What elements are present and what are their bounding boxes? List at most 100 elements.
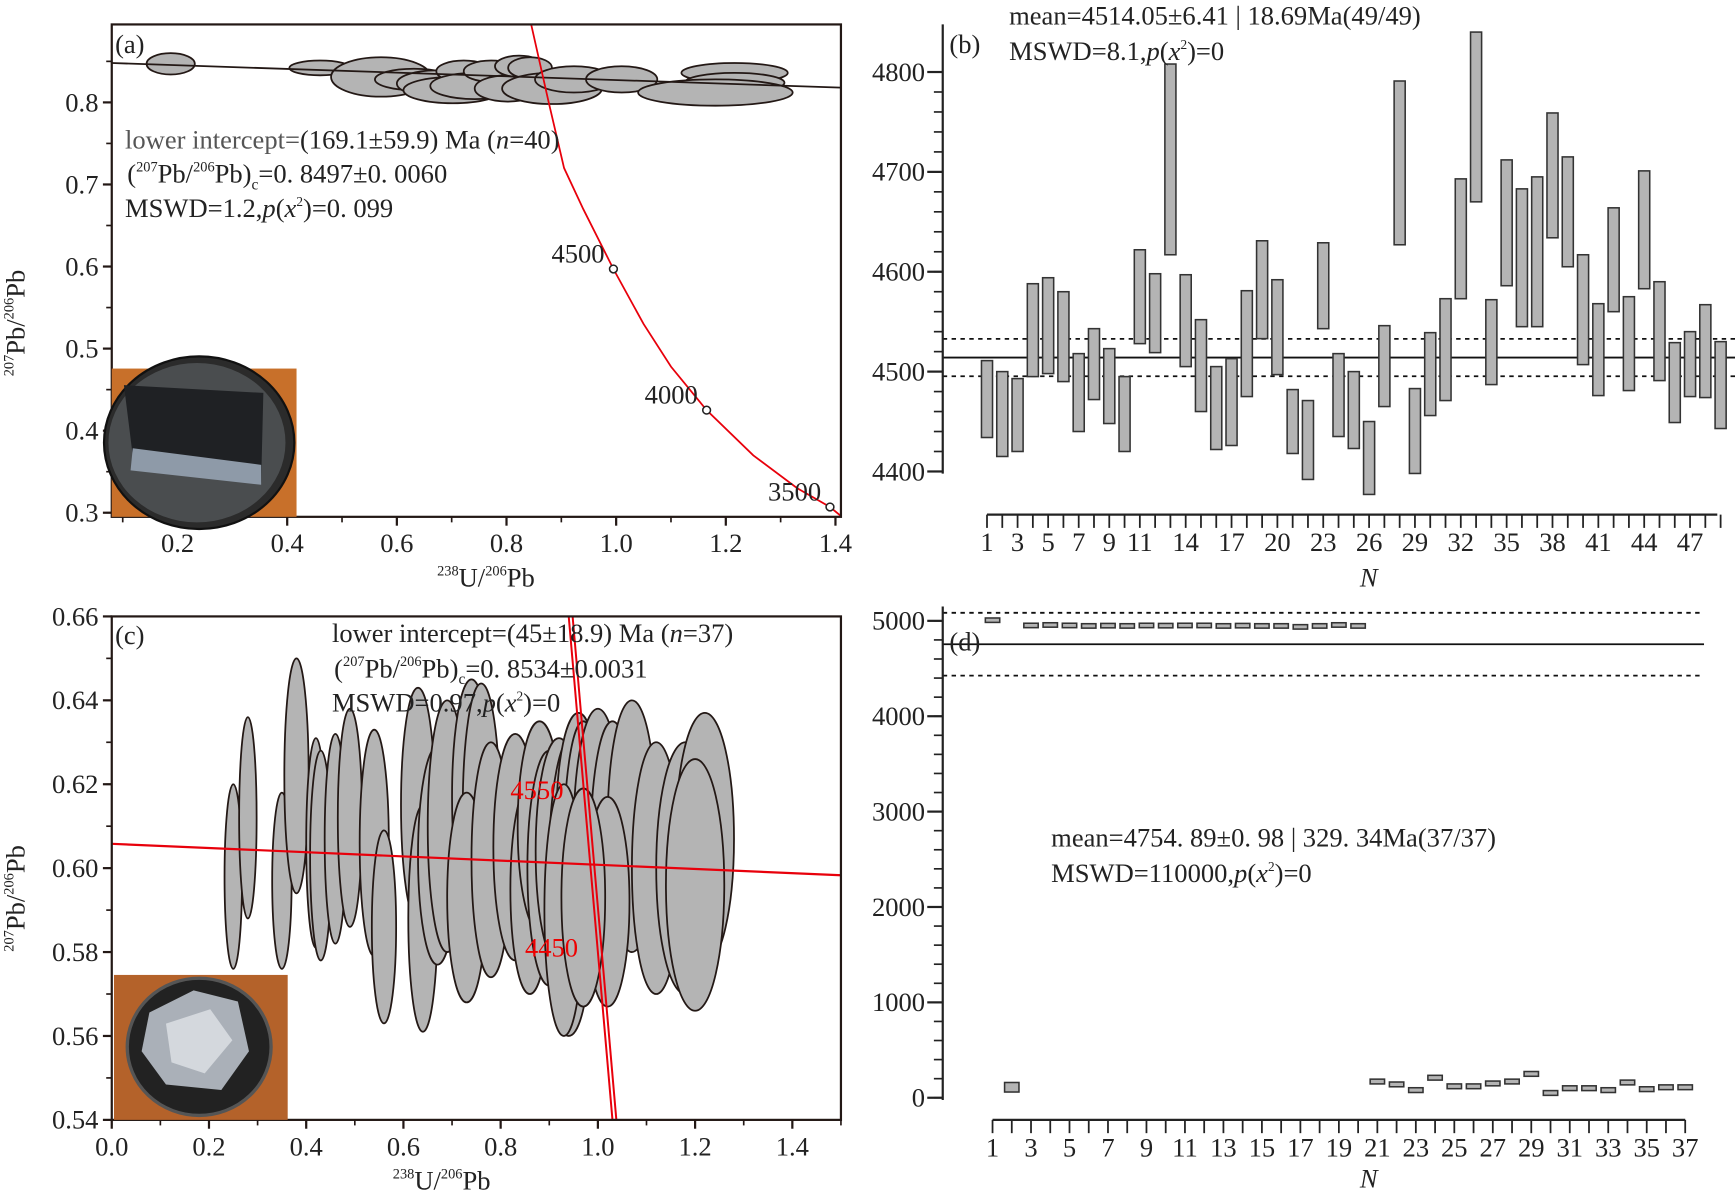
data-bar	[1714, 340, 1727, 430]
discordia-line	[111, 842, 841, 877]
concordia-curve	[567, 616, 614, 1120]
y-tick-label: 5000	[872, 606, 925, 636]
data-bar	[1273, 622, 1290, 629]
x-tick-label: 35	[1493, 527, 1520, 557]
data-bar	[1042, 621, 1059, 628]
x-tick-label: 5	[1063, 1132, 1076, 1162]
data-bar	[1292, 623, 1309, 630]
y-tick-label: 2000	[872, 892, 925, 922]
x-tick-label: 5	[1041, 527, 1054, 557]
panel-a: 4500 4000 3500 (a) 0.2 0.4 0.6 0.8 1.0 1.2 1.4 0.…	[0, 23, 852, 593]
data-bar	[1255, 240, 1269, 340]
y-tick-label: 4700	[872, 157, 925, 187]
data-bar	[1393, 80, 1406, 246]
y-tick-label: 4500	[872, 356, 925, 386]
data-bar	[1003, 1081, 1020, 1093]
data-bar	[1485, 298, 1498, 386]
data-bar	[1592, 302, 1605, 397]
y-tick-label: 4400	[872, 456, 925, 486]
x-tick-label: 23	[1403, 1132, 1430, 1162]
data-ellipse	[637, 78, 794, 107]
data-ellipse	[336, 707, 363, 928]
annotation-a-line2: (207Pb/206Pb)c=0. 8497±0. 0060	[127, 159, 447, 194]
discordia-line	[111, 62, 841, 89]
data-bar	[1378, 324, 1391, 408]
data-bar	[1523, 1070, 1540, 1078]
data-bar	[1087, 327, 1101, 401]
data-ellipse	[283, 657, 310, 895]
age-marker	[701, 405, 712, 415]
data-bar	[980, 359, 994, 439]
x-tick-label: 0.4	[271, 528, 304, 558]
data-ellipse	[238, 716, 258, 920]
panel-c-label: (c)	[115, 620, 144, 650]
x-tick-label: 0.6	[380, 528, 413, 558]
data-bar	[1546, 112, 1559, 239]
data-bar	[1622, 295, 1636, 392]
annotation-c-line3: MSWD=0.97,p(x2)=0	[332, 688, 560, 718]
data-bar	[1500, 159, 1513, 287]
x-tick-label: 17	[1218, 527, 1245, 557]
data-bar	[1638, 1086, 1655, 1093]
data-bar	[1576, 253, 1590, 366]
data-bar	[1215, 622, 1232, 629]
data-bar	[1194, 318, 1208, 413]
data-bar	[1423, 331, 1437, 417]
x-tick-label: 1	[986, 1132, 999, 1162]
data-bar	[1023, 622, 1039, 629]
data-bar	[1311, 622, 1328, 629]
x-axis-title-c: 238U/206Pb	[393, 1166, 491, 1193]
data-bar	[1316, 242, 1330, 330]
y-tick-label: 0.60	[52, 853, 98, 883]
data-bar	[1657, 1084, 1674, 1091]
data-bar	[1388, 1081, 1405, 1088]
x-axis-title-a: 238U/206Pb	[437, 563, 535, 593]
x-tick-label: 21	[1364, 1132, 1391, 1162]
data-bar	[1607, 207, 1620, 313]
data-bar	[1209, 365, 1223, 451]
data-bar	[1332, 352, 1345, 438]
sample-photo-a	[102, 355, 297, 531]
x-tick-label: 3	[1024, 1132, 1037, 1162]
data-bar	[1469, 31, 1483, 203]
data-bar	[1561, 1085, 1578, 1092]
x-tick-label: 7	[1101, 1132, 1114, 1162]
data-bar	[1362, 420, 1376, 496]
data-bar	[1668, 341, 1682, 424]
y-tick-label: 0.8	[65, 87, 98, 117]
y-tick-label: 0.62	[52, 769, 98, 799]
data-bar	[1484, 1080, 1501, 1087]
data-bar	[995, 370, 1009, 458]
x-tick-label: 0.8	[484, 1131, 517, 1161]
y-tick-label: 0.66	[52, 601, 98, 631]
annotation-c-line2: (207Pb/206Pb)c=0. 8534±0.0031	[334, 653, 647, 688]
data-bar	[1439, 297, 1452, 402]
age-marker-label: 3500	[768, 476, 821, 506]
panel-a-frame	[110, 23, 843, 518]
x-tick-label: 38	[1539, 527, 1566, 557]
x-tick-label: 1.4	[776, 1131, 809, 1161]
age-marker	[608, 264, 619, 274]
x-tick-label: 33	[1595, 1132, 1622, 1162]
y-tick-label: 0.64	[52, 685, 98, 715]
data-bar	[1427, 1074, 1444, 1081]
annotation-d-line1: mean=4754. 89±0. 98 | 329. 34Ma(37/37)	[1051, 823, 1496, 853]
data-bar	[1637, 170, 1651, 290]
x-tick-label: 0.6	[387, 1131, 420, 1161]
y-tick-label: 0.6	[65, 251, 98, 281]
y-tick-label: 0.4	[65, 416, 98, 446]
data-bar	[1286, 388, 1299, 455]
data-bar	[1196, 622, 1213, 629]
data-bar	[1504, 1078, 1521, 1085]
y-tick-label: 0.3	[65, 498, 98, 528]
data-bar	[1454, 178, 1468, 300]
x-tick-label: 1	[980, 527, 993, 557]
data-bar	[1138, 622, 1155, 629]
data-bar	[1330, 621, 1347, 628]
y-axis-title-a: 207Pb/206Pb	[0, 270, 30, 377]
data-bar	[1011, 377, 1024, 453]
annotation-b-line2: MSWD=8.1,p(x2)=0	[1009, 36, 1224, 66]
x-tick-label: 3	[1011, 527, 1024, 557]
x-tick-label: 0.0	[95, 1131, 128, 1161]
